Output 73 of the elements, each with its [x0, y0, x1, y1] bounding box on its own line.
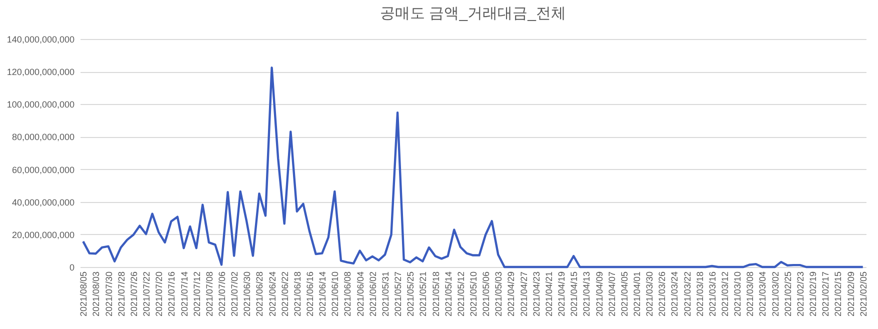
x-tick-label: 2021/04/13 [582, 272, 592, 317]
x-tick-label: 2021/03/26 [657, 272, 668, 317]
y-tick-label: 0 [69, 262, 74, 272]
y-tick-label: 100,000,000,000 [6, 100, 74, 110]
x-tick-label: 2021/05/21 [418, 272, 428, 317]
y-tick-label: 80,000,000,000 [12, 132, 74, 142]
x-tick-label: 2021/05/12 [456, 272, 466, 317]
x-tick-label: 2021/05/18 [430, 272, 441, 317]
x-tick-label: 2021/08/05 [78, 272, 89, 317]
x-tick-label: 2021/04/19 [556, 272, 567, 317]
x-tick-label: 2021/02/17 [820, 272, 831, 317]
x-tick-label: 2021/04/23 [531, 272, 542, 317]
x-tick-label: 2021/07/12 [192, 272, 202, 317]
x-tick-label: 2021/05/10 [468, 272, 478, 317]
x-tick-label: 2021/03/24 [670, 272, 680, 317]
x-tick-label: 2021/05/25 [406, 272, 416, 317]
y-tick-label: 60,000,000,000 [12, 164, 74, 175]
x-tick-label: 2021/03/30 [644, 272, 655, 317]
x-tick-label: 2021/04/05 [619, 272, 630, 317]
x-tick-label: 2021/06/30 [242, 272, 252, 317]
x-tick-label: 2021/02/09 [846, 272, 856, 317]
x-tick-label: 2021/06/24 [267, 272, 278, 317]
x-tick-label: 2021/05/31 [380, 272, 390, 317]
x-tick-label: 2021/02/25 [782, 272, 793, 317]
x-tick-label: 2021/03/04 [758, 272, 768, 317]
x-tick-label: 2021/05/14 [443, 272, 454, 317]
x-tick-label: 2021/04/21 [544, 272, 554, 317]
x-tick-label: 2021/07/20 [154, 272, 164, 317]
y-tick-label: 40,000,000,000 [12, 197, 74, 208]
x-tick-label: 2021/02/05 [858, 272, 868, 317]
x-tick-label: 2021/06/10 [330, 272, 340, 317]
x-tick-label: 2021/07/06 [216, 272, 227, 317]
x-tick-label: 2021/03/16 [707, 272, 718, 317]
x-tick-label: 2021/07/16 [166, 272, 177, 317]
y-tick-label: 120,000,000,000 [6, 67, 74, 78]
x-tick-label: 2021/06/22 [280, 272, 290, 317]
x-tick-label: 2021/08/03 [91, 272, 102, 317]
x-tick-label: 2021/03/18 [694, 272, 705, 317]
x-tick-label: 2021/03/02 [770, 272, 780, 317]
x-tick-label: 2021/04/09 [594, 272, 604, 317]
x-tick-label: 2021/03/08 [745, 272, 756, 317]
line-series [82, 66, 864, 268]
x-tick-label: 2021/06/08 [342, 272, 353, 317]
x-tick-label: 2021/04/07 [606, 272, 617, 317]
x-tick-label: 2021/02/15 [833, 272, 844, 317]
x-tick-label: 2021/07/22 [142, 272, 152, 317]
x-tick-label: 2021/05/06 [481, 272, 492, 317]
x-tick-label: 2021/07/26 [128, 272, 139, 317]
x-tick-label: 2021/06/18 [292, 272, 302, 317]
x-tick-label: 2021/02/19 [808, 272, 818, 317]
x-tick-label: 2021/05/27 [393, 272, 404, 317]
x-tick-label: 2021/06/04 [355, 272, 366, 317]
x-tick-label: 2021/04/01 [632, 272, 642, 317]
y-tick-label: 20,000,000,000 [12, 230, 74, 240]
y-tick-label: 140,000,000,000 [6, 34, 74, 44]
x-tick-label: 2021/07/08 [204, 272, 214, 317]
x-tick-label: 2021/07/02 [230, 272, 240, 317]
x-tick-label: 2021/06/28 [254, 272, 265, 317]
x-tick-label: 2021/02/23 [795, 272, 806, 317]
x-tick-label: 2021/06/02 [368, 272, 378, 317]
x-tick-label: 2021/03/12 [720, 272, 730, 317]
x-tick-label: 2021/04/15 [569, 272, 580, 317]
x-tick-label: 2021/03/10 [732, 272, 743, 317]
chart-title: 공매도 금액_거래대금_전체 [380, 5, 566, 22]
x-tick-label: 2021/05/03 [494, 272, 504, 317]
x-tick-label: 2021/07/14 [179, 272, 190, 317]
x-tick-label: 2021/03/22 [682, 272, 692, 317]
x-tick-label: 2021/07/28 [116, 272, 126, 317]
x-tick-label: 2021/04/29 [506, 272, 516, 317]
x-tick-label: 2021/06/14 [318, 272, 328, 317]
x-tick-label: 2021/07/30 [104, 272, 114, 317]
x-tick-label: 2021/04/27 [518, 272, 529, 317]
x-tick-label: 2021/06/16 [305, 272, 316, 317]
